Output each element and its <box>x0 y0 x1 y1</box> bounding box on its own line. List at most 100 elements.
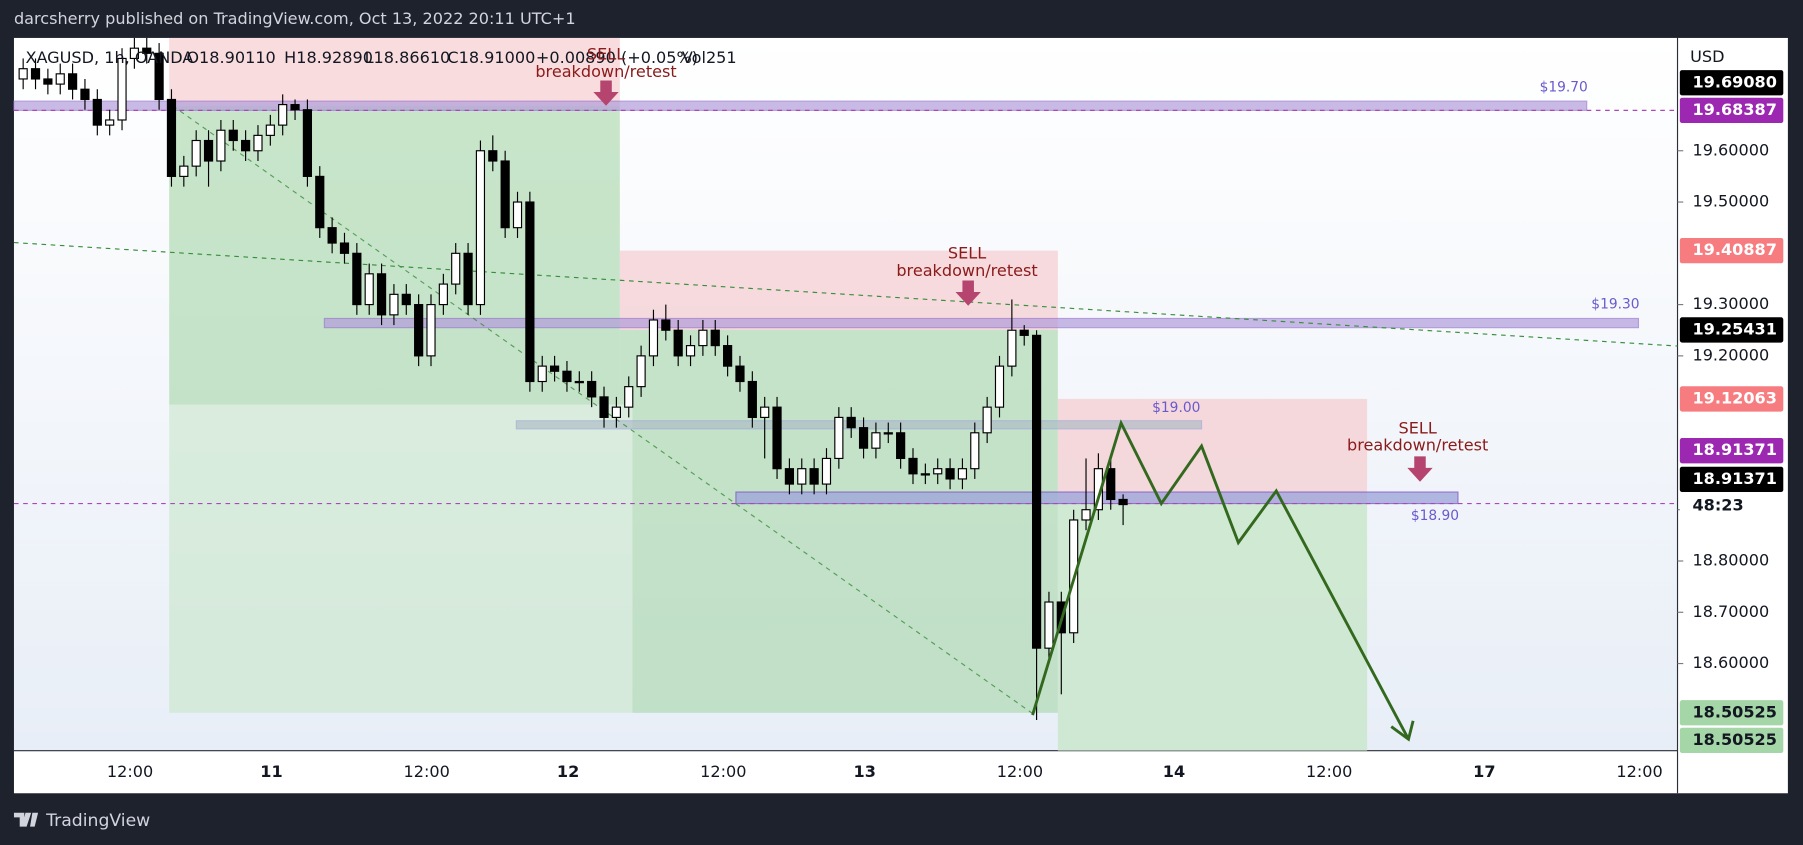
axis-labels: 19.6000019.5000019.3000019.2000018.90000… <box>107 70 1784 781</box>
candle-body <box>105 119 115 126</box>
candle-body <box>1044 601 1054 649</box>
candle-body <box>525 201 535 383</box>
sell-arrow <box>1407 456 1433 482</box>
brand-logo <box>13 812 39 827</box>
stop-zone <box>619 250 1058 330</box>
candle-body <box>117 57 127 121</box>
candle-body <box>438 283 448 306</box>
candle-body <box>364 273 374 306</box>
price-tick-label: 19.20000 <box>1692 345 1769 364</box>
candle-body <box>1019 329 1029 336</box>
price-badge <box>1679 466 1784 493</box>
candle-body <box>1081 509 1091 521</box>
price-badge <box>1679 237 1784 264</box>
candle-body <box>1118 498 1128 506</box>
annotation-subtitle: breakdown/retest <box>1347 436 1488 455</box>
candle-body <box>624 386 634 408</box>
candle-body <box>994 365 1005 408</box>
target-zone <box>1057 503 1368 751</box>
candle-body <box>166 98 177 177</box>
candle-body <box>710 329 720 347</box>
candle-body <box>451 252 461 285</box>
candle-body <box>191 139 201 167</box>
candle-body <box>376 273 387 316</box>
candle-body <box>142 47 152 54</box>
level-label: $19.30 <box>1591 297 1639 313</box>
candle-body <box>772 406 782 470</box>
candle-body <box>809 468 819 485</box>
annotation-title: SELL <box>587 45 625 64</box>
candle-body <box>587 380 597 398</box>
time-tick-label: 13 <box>854 762 876 781</box>
time-tick-label: 12:00 <box>700 762 746 781</box>
time-axis <box>13 750 1678 794</box>
target-zone <box>169 404 633 713</box>
time-tick-label: 12 <box>557 762 579 781</box>
candle-body <box>896 432 906 460</box>
candle-body <box>636 355 646 388</box>
time-tick-label: 12:00 <box>107 762 153 781</box>
candle-body <box>846 416 856 429</box>
price-badge <box>1679 700 1784 726</box>
legend-close: C18.91000 <box>447 48 535 67</box>
price-tick-label: 18.70000 <box>1692 602 1769 621</box>
candle-body <box>1031 334 1042 649</box>
candle-body <box>278 104 288 126</box>
price-badge <box>1679 386 1784 412</box>
trend-line <box>13 242 1678 347</box>
candle-body <box>908 457 918 475</box>
sell-arrow <box>955 280 981 306</box>
candle-body <box>537 365 547 383</box>
price-badge <box>1679 727 1784 754</box>
legend-symbol: XAGUSD, 1h, OANDA <box>25 48 193 67</box>
candle-body <box>661 319 671 331</box>
level-bar <box>323 317 1640 329</box>
price-tick-label: 19.60000 <box>1692 140 1769 159</box>
time-tick-label: 12:00 <box>1616 762 1662 781</box>
candle-body <box>352 252 362 306</box>
candle-body <box>179 165 189 177</box>
candle-body <box>747 380 757 418</box>
price-badge <box>1679 97 1784 124</box>
candle-body <box>327 227 337 244</box>
price-tick-label: 18.60000 <box>1692 653 1769 672</box>
sell-arrow <box>593 80 619 106</box>
annotation-subtitle: breakdown/retest <box>896 261 1037 280</box>
target-zone <box>632 329 1058 713</box>
legend-change: +0.00890 (+0.05%) <box>536 48 698 67</box>
level-label: $19.00 <box>1152 400 1200 416</box>
price-badge-label: 18.91371 <box>1692 440 1776 459</box>
candle-body <box>945 468 955 480</box>
candle-body <box>933 468 943 475</box>
candle-body <box>797 468 807 485</box>
candle-body <box>30 68 41 80</box>
candle-body <box>414 304 424 357</box>
candle-body <box>574 380 584 384</box>
candle-body <box>339 242 350 254</box>
candle-body <box>982 406 992 434</box>
candle-body <box>463 252 473 306</box>
price-badge <box>1679 493 1784 519</box>
candle-body <box>302 109 313 177</box>
candle-body <box>834 416 844 460</box>
candle-body <box>43 78 53 85</box>
candle-body <box>883 432 893 435</box>
candle-body <box>512 201 523 229</box>
stop-zone <box>169 37 620 106</box>
candle-body <box>735 365 745 383</box>
candle-body <box>599 396 609 418</box>
candle-body <box>784 468 795 485</box>
legend-open: O18.90110 <box>186 48 275 67</box>
candle-body <box>920 473 930 476</box>
stop-zone <box>1057 398 1368 504</box>
candle-body <box>241 139 251 152</box>
candle-body <box>871 432 881 449</box>
candle-body <box>475 150 486 306</box>
price-axis <box>1677 37 1788 794</box>
header-title: darcsherry published on TradingView.com,… <box>14 9 576 28</box>
candle-body <box>154 52 164 101</box>
candle-body <box>488 150 498 162</box>
candle-body <box>821 457 832 485</box>
price-badge-label: 18.50525 <box>1692 702 1776 721</box>
time-tick-label: 14 <box>1163 762 1185 781</box>
